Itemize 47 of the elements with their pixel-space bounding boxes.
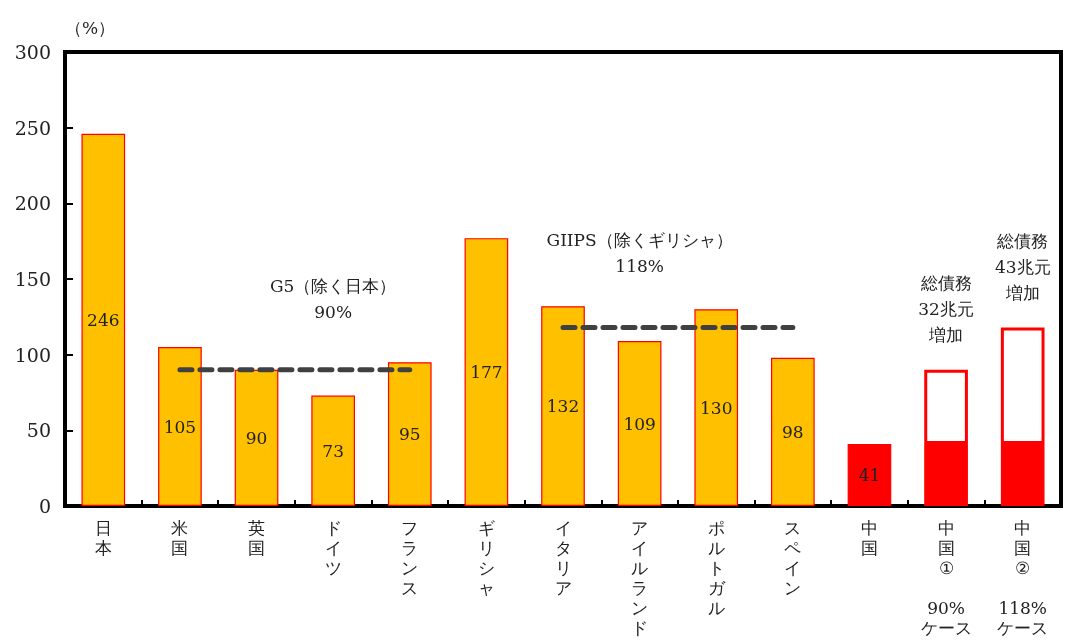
y-tick-label: 100 xyxy=(14,343,51,366)
data-label: 130 xyxy=(700,397,733,418)
bar xyxy=(464,238,509,506)
x-tick-label: ギリシャ xyxy=(477,518,495,598)
data-label: 41 xyxy=(858,464,881,485)
x-tick-label: 中国① 90% ケース xyxy=(920,518,972,638)
data-label: 177 xyxy=(470,362,503,383)
y-axis-title: （%） xyxy=(65,17,116,38)
y-tick-label: 300 xyxy=(14,41,51,63)
x-tick-label: スペイン xyxy=(784,518,802,598)
bar xyxy=(234,369,279,506)
data-label: 98 xyxy=(782,421,804,442)
bar xyxy=(158,347,202,506)
x-tick-label: 英国 xyxy=(248,518,266,558)
data-label: 246 xyxy=(87,309,120,330)
annotation: 総債務43兆元増加 xyxy=(994,230,1051,303)
x-tick-label: 中国② 118% ケース xyxy=(997,518,1049,638)
annotation: 総債務32兆元増加 xyxy=(918,273,974,346)
bar xyxy=(81,133,126,506)
bar xyxy=(311,395,355,506)
x-tick-label: ポルトガル xyxy=(707,518,726,618)
y-tick-label: 250 xyxy=(14,116,51,139)
data-label: 105 xyxy=(163,416,197,437)
x-tick-label: イタリア xyxy=(554,518,572,598)
data-label: 73 xyxy=(322,440,344,461)
bar xyxy=(541,306,585,506)
y-tick-label: 0 xyxy=(38,495,51,517)
x-tick-label: ドイツ xyxy=(324,518,342,578)
data-label: 90 xyxy=(245,427,268,448)
y-tick-label: 50 xyxy=(26,419,51,442)
x-tick-label: 米国 xyxy=(171,518,189,558)
data-label: 95 xyxy=(398,424,421,445)
x-tick-label: 中国 xyxy=(860,518,878,558)
bar xyxy=(771,357,815,506)
data-label: 132 xyxy=(546,396,580,417)
x-tick-label: 日本 xyxy=(94,518,112,558)
bar xyxy=(847,443,892,506)
bar xyxy=(387,362,432,506)
y-tick-label: 200 xyxy=(14,192,51,215)
annotation: G5（除く日本）90% xyxy=(269,275,397,322)
data-label: 109 xyxy=(623,413,656,434)
bar xyxy=(617,341,662,506)
y-tick-label: 150 xyxy=(14,268,51,290)
annotation: GIIPS（除くギリシャ）118% xyxy=(546,230,733,277)
bar xyxy=(694,309,739,506)
x-tick-label: フランス xyxy=(401,518,419,598)
x-tick-label: アイルランド xyxy=(631,518,649,638)
